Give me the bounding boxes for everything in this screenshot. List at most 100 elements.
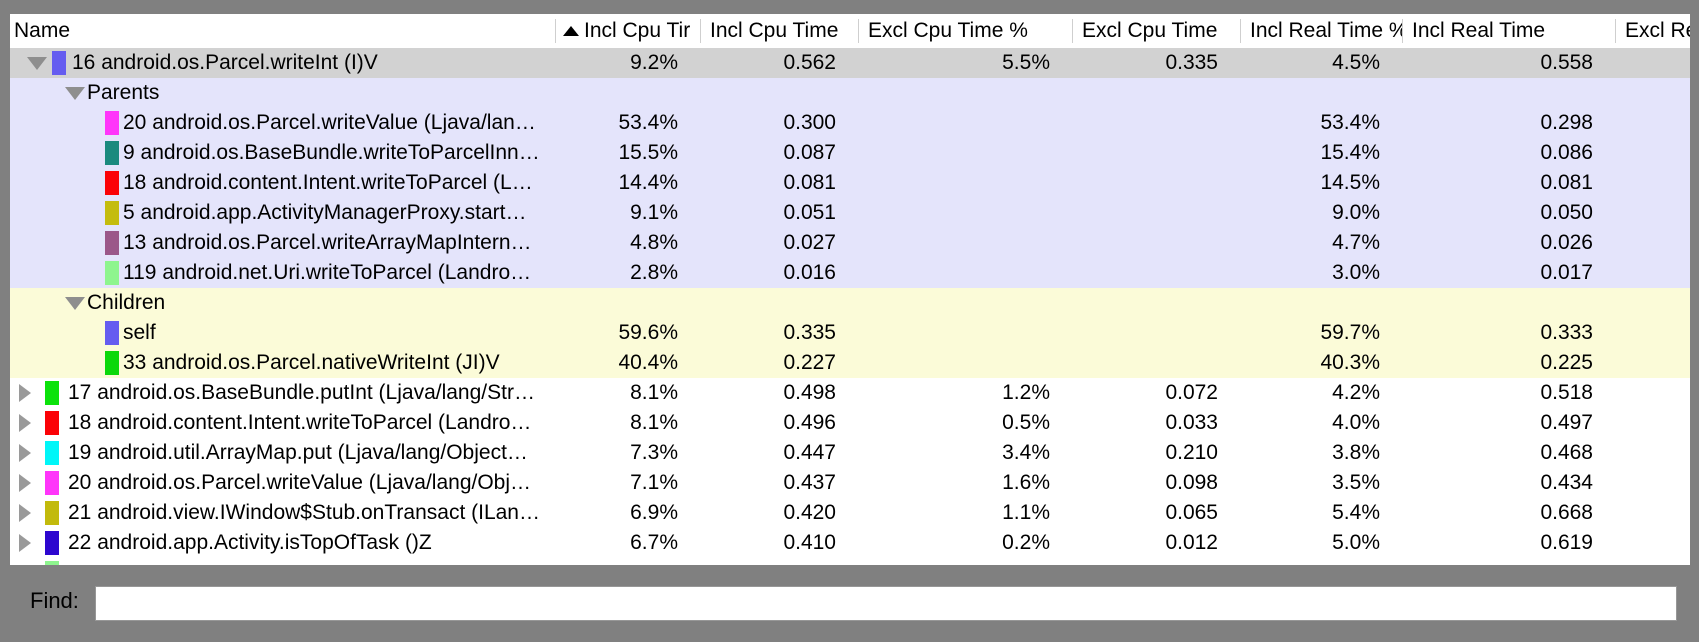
- cell-incl-real-time: 0.086: [1540, 141, 1593, 164]
- method-color-chip: [52, 51, 66, 75]
- cell-excl-cpu-time: 0.072: [1165, 381, 1218, 404]
- row-name-cell: 119 android.net.Uri.writeToParcel (Landr…: [10, 258, 555, 288]
- cell-excl-cpu-time: 0.210: [1165, 441, 1218, 464]
- table-row[interactable]: 16 android.os.Parcel.writeInt (I)V 9.2% 0.…: [10, 48, 1690, 78]
- column-header-excl-cpu-time[interactable]: Excl Cpu Time: [1072, 14, 1240, 48]
- cell-excl-cpu-time: [1072, 348, 1240, 378]
- section-label: Children: [87, 291, 166, 314]
- table-row[interactable]: 20 android.os.Parcel.writeValue (Ljava/l…: [10, 108, 1690, 138]
- cell-incl-real-time-pct: 5.4%: [1332, 501, 1380, 524]
- method-name: 9 android.os.BaseBundle.writeToParcelInn…: [123, 141, 540, 164]
- cell-excl-cpu-time-pct: 1.1%: [1002, 501, 1050, 524]
- cell-incl-cpu-time-pct: [555, 78, 700, 108]
- table-row[interactable]: [10, 558, 1690, 565]
- cell-incl-cpu-time: [700, 288, 858, 318]
- cell-incl-real-time: 0.298: [1540, 111, 1593, 134]
- column-header-excl-real-time[interactable]: Excl Real: [1615, 14, 1690, 48]
- method-color-chip: [45, 501, 59, 525]
- cell-excl-cpu-time-pct: 1.2%: [1002, 381, 1050, 404]
- table-row[interactable]: Parents: [10, 78, 1690, 108]
- table-row[interactable]: Children: [10, 288, 1690, 318]
- disclosure-triangle-icon[interactable]: [19, 384, 31, 402]
- cell-incl-real-time: [1402, 78, 1615, 108]
- method-name: 16 android.os.Parcel.writeInt (I)V: [72, 51, 378, 74]
- disclosure-triangle-icon[interactable]: [19, 534, 31, 552]
- row-name-cell: 16 android.os.Parcel.writeInt (I)V: [10, 48, 555, 78]
- cell-incl-cpu-time: 0.027: [783, 231, 836, 254]
- column-header-incl-cpu-time[interactable]: Incl Cpu Time: [700, 14, 858, 48]
- cell-incl-real-time-pct: 4.0%: [1332, 411, 1380, 434]
- cell-excl-cpu-time: 0.012: [1165, 531, 1218, 554]
- method-color-chip: [45, 531, 59, 555]
- disclosure-triangle-icon[interactable]: [65, 87, 85, 100]
- table-row[interactable]: 17 android.os.BaseBundle.putInt (Ljava/l…: [10, 378, 1690, 408]
- cell-excl-cpu-time-pct: [858, 558, 1072, 565]
- row-name-cell: 22 android.app.Activity.isTopOfTask ()Z: [10, 528, 555, 558]
- method-name: 13 android.os.Parcel.writeArrayMapIntern…: [123, 231, 532, 254]
- table-row[interactable]: 33 android.os.Parcel.nativeWriteInt (JI)…: [10, 348, 1690, 378]
- table-row[interactable]: 13 android.os.Parcel.writeArrayMapIntern…: [10, 228, 1690, 258]
- cell-excl-cpu-time: [1072, 198, 1240, 228]
- table-row[interactable]: 21 android.view.IWindow$Stub.onTransact …: [10, 498, 1690, 528]
- cell-incl-cpu-time: 0.300: [783, 111, 836, 134]
- cell-excl-cpu-time-pct: [858, 318, 1072, 348]
- table-row[interactable]: self 59.6% 0.335 59.7% 0.333: [10, 318, 1690, 348]
- cell-incl-real-time: [1402, 288, 1615, 318]
- method-color-chip: [105, 171, 119, 195]
- table-row[interactable]: 119 android.net.Uri.writeToParcel (Landr…: [10, 258, 1690, 288]
- disclosure-triangle-icon[interactable]: [19, 504, 31, 522]
- table-row[interactable]: 20 android.os.Parcel.writeValue (Ljava/l…: [10, 468, 1690, 498]
- cell-excl-cpu-time: [1072, 138, 1240, 168]
- disclosure-triangle-icon[interactable]: [19, 474, 31, 492]
- table-header-row: Name Incl Cpu Tir Incl Cpu Time Excl Cpu…: [10, 14, 1690, 48]
- row-name-cell: 9 android.os.BaseBundle.writeToParcelInn…: [10, 138, 555, 168]
- row-name-cell: 20 android.os.Parcel.writeValue (Ljava/l…: [10, 468, 555, 498]
- cell-incl-real-time: [1402, 558, 1615, 565]
- table-row[interactable]: 19 android.util.ArrayMap.put (Ljava/lang…: [10, 438, 1690, 468]
- cell-incl-real-time-pct: 4.2%: [1332, 381, 1380, 404]
- cell-incl-cpu-time: 0.447: [783, 441, 836, 464]
- cell-incl-real-time: 0.333: [1540, 321, 1593, 344]
- table-row[interactable]: 5 android.app.ActivityManagerProxy.start…: [10, 198, 1690, 228]
- cell-incl-cpu-time: 0.498: [783, 381, 836, 404]
- cell-incl-real-time-pct: [1240, 288, 1402, 318]
- cell-excl-cpu-time-pct: [858, 168, 1072, 198]
- method-name: 20 android.os.Parcel.writeValue (Ljava/l…: [123, 111, 536, 134]
- column-header-excl-cpu-time-pct[interactable]: Excl Cpu Time %: [858, 14, 1072, 48]
- disclosure-triangle-icon[interactable]: [65, 297, 85, 310]
- cell-excl-cpu-time-pct: [858, 348, 1072, 378]
- disclosure-triangle-icon[interactable]: [27, 57, 47, 70]
- disclosure-triangle-icon[interactable]: [19, 414, 31, 432]
- table-row[interactable]: 18 android.content.Intent.writeToParcel …: [10, 168, 1690, 198]
- table-row[interactable]: 18 android.content.Intent.writeToParcel …: [10, 408, 1690, 438]
- cell-excl-cpu-time-pct: 5.5%: [1002, 51, 1050, 74]
- sort-ascending-icon: [563, 26, 579, 36]
- cell-excl-cpu-time: [1072, 558, 1240, 565]
- method-color-chip: [45, 441, 59, 465]
- method-color-chip: [105, 321, 119, 345]
- method-name: 18 android.content.Intent.writeToParcel …: [68, 411, 532, 434]
- disclosure-triangle-icon[interactable]: [19, 444, 31, 462]
- method-name: 119 android.net.Uri.writeToParcel (Landr…: [123, 261, 532, 284]
- cell-excl-cpu-time: 0.098: [1165, 471, 1218, 494]
- cell-incl-real-time-pct: 5.0%: [1332, 531, 1380, 554]
- column-header-incl-cpu-time-pct[interactable]: Incl Cpu Tir: [555, 14, 700, 48]
- cell-incl-cpu-time-pct: 9.1%: [630, 201, 678, 224]
- method-color-chip: [45, 471, 59, 495]
- cell-excl-cpu-time: [1072, 228, 1240, 258]
- column-header-name[interactable]: Name: [10, 14, 555, 48]
- table-row[interactable]: 9 android.os.BaseBundle.writeToParcelInn…: [10, 138, 1690, 168]
- cell-incl-real-time: 0.558: [1540, 51, 1593, 74]
- column-header-incl-real-time[interactable]: Incl Real Time: [1402, 14, 1615, 48]
- cell-excl-cpu-time-pct: [858, 288, 1072, 318]
- cell-excl-cpu-time-pct: 0.5%: [1002, 411, 1050, 434]
- cell-incl-real-time-pct: 3.5%: [1332, 471, 1380, 494]
- method-color-chip: [105, 201, 119, 225]
- cell-excl-cpu-time: [1072, 258, 1240, 288]
- find-input[interactable]: [95, 586, 1677, 621]
- cell-incl-cpu-time: 0.087: [783, 141, 836, 164]
- cell-incl-cpu-time: 0.420: [783, 501, 836, 524]
- cell-incl-cpu-time-pct: 7.3%: [630, 441, 678, 464]
- column-header-incl-real-time-pct[interactable]: Incl Real Time %: [1240, 14, 1402, 48]
- table-row[interactable]: 22 android.app.Activity.isTopOfTask ()Z 6…: [10, 528, 1690, 558]
